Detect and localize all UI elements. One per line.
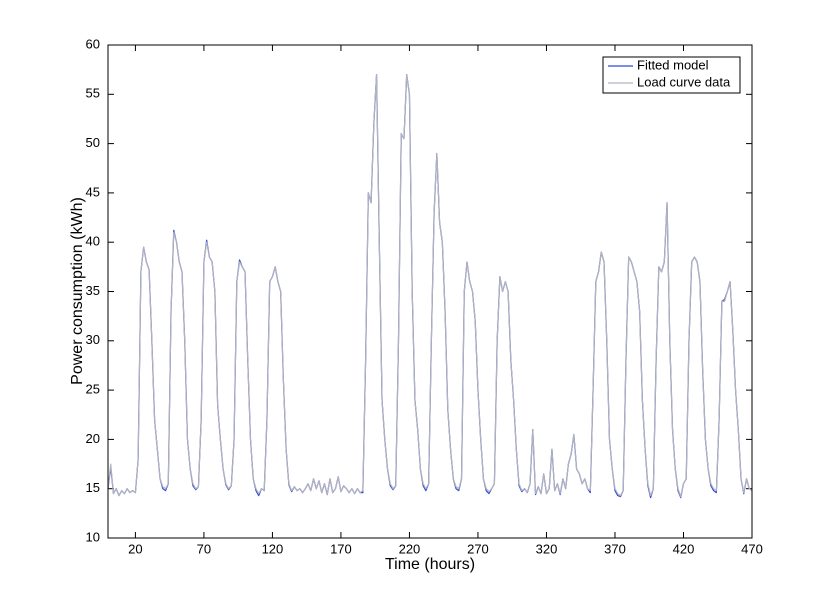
- x-tick-label: 70: [197, 541, 211, 556]
- y-tick-label: 60: [86, 36, 100, 51]
- series-line: [107, 73, 753, 498]
- x-tick-label: 420: [673, 541, 695, 556]
- y-tick-label: 50: [86, 135, 100, 150]
- plot-frame: [107, 44, 753, 539]
- legend-label: Fitted model: [637, 57, 709, 72]
- x-tick-label: 320: [536, 541, 558, 556]
- y-tick-label: 15: [86, 480, 100, 495]
- y-tick-label: 35: [86, 283, 100, 298]
- x-tick-label: 170: [330, 541, 352, 556]
- x-tick-label: 20: [128, 541, 142, 556]
- y-tick-label: 20: [86, 431, 100, 446]
- x-axis-label: Time (hours): [385, 556, 475, 573]
- plot-area: [108, 45, 752, 538]
- legend-box: [602, 56, 741, 94]
- y-tick-label: 55: [86, 86, 100, 101]
- x-tick-label: 270: [467, 541, 489, 556]
- x-tick-label: 370: [604, 541, 626, 556]
- y-tick-label: 25: [86, 382, 100, 397]
- y-tick-label: 30: [86, 332, 100, 347]
- x-tick-label: 120: [262, 541, 284, 556]
- x-tick-label: 220: [399, 541, 421, 556]
- y-tick-label: 40: [86, 234, 100, 249]
- y-tick-label: 45: [86, 184, 100, 199]
- y-axis-label: Power consumption (kWh): [69, 197, 86, 385]
- legend-label: Load curve data: [637, 74, 731, 89]
- y-tick-label: 10: [86, 529, 100, 544]
- x-tick-label: 470: [741, 541, 763, 556]
